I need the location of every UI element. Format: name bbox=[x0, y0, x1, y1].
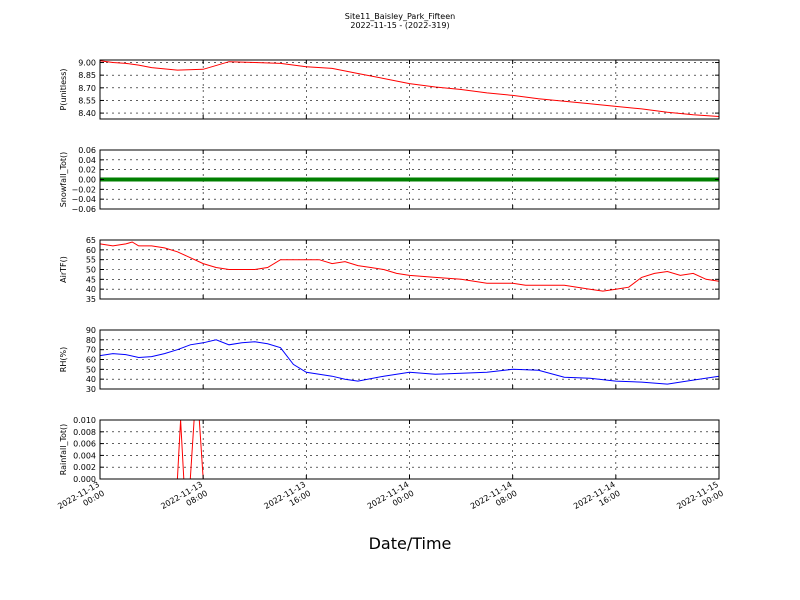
y-tick-label: 40 bbox=[86, 375, 96, 384]
y-tick-label: 90 bbox=[86, 326, 96, 335]
y-tick-label: 35 bbox=[86, 295, 96, 304]
y-tick-label: 45 bbox=[86, 275, 96, 284]
chart-title: Site11_Baisley_Park_Fifteen bbox=[344, 12, 456, 21]
y-axis-label: Snowfall_Tot() bbox=[59, 152, 68, 208]
subplot-5: 0.010 0.008 0.006 0.004 0.002 0.000 Rainfall_T… bbox=[59, 416, 720, 484]
x-tick-label: 2022-11-1316:00 bbox=[263, 480, 313, 520]
series-line bbox=[99, 339, 720, 385]
y-tick-label: 0.008 bbox=[73, 428, 96, 437]
y-tick-label: 0.000 bbox=[73, 475, 96, 484]
y-tick-label: 70 bbox=[86, 346, 96, 355]
x-tick-label: 2022-11-1408:00 bbox=[469, 480, 519, 520]
y-tick-label: 60 bbox=[86, 356, 96, 365]
y-axis-label: P(unitless) bbox=[59, 68, 68, 110]
y-tick-label: 30 bbox=[86, 385, 96, 394]
series-line bbox=[99, 241, 720, 292]
subplot-1: 9.00 8.85 8.70 8.55 8.40 P(unitless) bbox=[59, 59, 720, 120]
y-tick-label: 8.85 bbox=[78, 71, 96, 80]
x-tick-label: 2022-11-1308:00 bbox=[159, 480, 209, 520]
y-tick-label: 60 bbox=[86, 246, 96, 255]
x-axis-title: Date/Time bbox=[368, 534, 452, 553]
y-tick-label: 8.40 bbox=[78, 109, 96, 118]
plot-frame bbox=[99, 59, 720, 120]
subplot-2: 0.060.040.020.00−0.02−0.04−0.06Snowfall_… bbox=[59, 146, 720, 214]
x-tick-label: 2022-11-1416:00 bbox=[572, 480, 622, 520]
y-tick-label: 9.00 bbox=[78, 59, 96, 68]
y-tick-label: 0.002 bbox=[73, 463, 96, 472]
y-tick-label: 65 bbox=[86, 236, 96, 245]
plot-frame bbox=[99, 419, 720, 480]
y-tick-label: 55 bbox=[86, 256, 96, 265]
x-tick-label: 2022-11-1400:00 bbox=[366, 480, 416, 520]
x-tick-label: 2022-11-1300:00 bbox=[56, 480, 106, 520]
y-tick-label: 0.006 bbox=[73, 440, 96, 449]
y-tick-label: 0.010 bbox=[73, 416, 96, 425]
x-tick-label: 2022-11-1500:00 bbox=[675, 480, 725, 520]
y-tick-label: 0.04 bbox=[78, 156, 96, 165]
y-tick-label: 0.00 bbox=[78, 176, 96, 185]
y-tick-label: 0.004 bbox=[73, 451, 96, 460]
y-tick-label: 50 bbox=[86, 365, 96, 374]
y-tick-label: −0.06 bbox=[71, 205, 96, 214]
series-line bbox=[100, 419, 719, 480]
chart-subtitle: 2022-11-15 - (2022-319) bbox=[350, 21, 450, 30]
series-line bbox=[99, 60, 720, 117]
y-tick-label: 50 bbox=[86, 266, 96, 275]
y-axis-label: AirTF() bbox=[59, 256, 68, 283]
plot-frame bbox=[99, 239, 720, 300]
y-tick-label: −0.04 bbox=[71, 195, 96, 204]
y-tick-label: 8.55 bbox=[78, 96, 96, 105]
y-tick-label: 80 bbox=[86, 336, 96, 345]
plot-frame bbox=[99, 329, 720, 390]
y-tick-label: 40 bbox=[86, 285, 96, 294]
y-tick-label: −0.02 bbox=[71, 185, 96, 194]
y-tick-label: 0.06 bbox=[78, 146, 96, 155]
y-tick-label: 0.02 bbox=[78, 166, 96, 175]
y-axis-label: Rainfall_Tot() bbox=[59, 424, 68, 476]
y-tick-label: 8.70 bbox=[78, 84, 96, 93]
y-axis-label: RH(%) bbox=[59, 347, 68, 372]
